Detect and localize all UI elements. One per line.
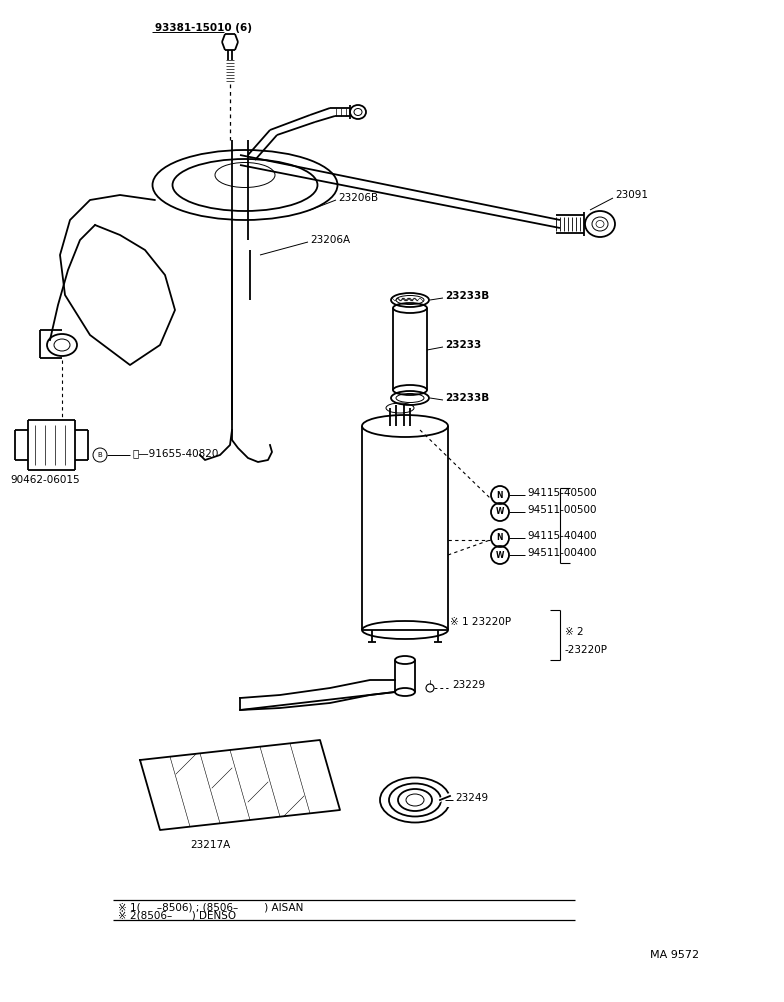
Text: 23233B: 23233B [445,393,489,403]
Text: 90462-06015: 90462-06015 [10,475,80,485]
Text: 94511-00500: 94511-00500 [527,505,597,515]
Text: 23249: 23249 [455,793,488,803]
Text: 23206B: 23206B [338,193,378,203]
Text: 93381-15010 (6): 93381-15010 (6) [155,23,252,33]
Text: 94115-40400: 94115-40400 [527,531,597,541]
Text: MA 9572: MA 9572 [650,950,699,960]
Text: 94511-00400: 94511-00400 [527,548,597,558]
Text: N: N [497,533,503,542]
Text: Ⓑ—91655-40820: Ⓑ—91655-40820 [133,448,220,458]
Text: N: N [497,491,503,500]
Text: ※ 2(8506–      ) DENSO: ※ 2(8506– ) DENSO [118,911,236,921]
Text: 23233: 23233 [445,340,481,350]
Text: 23091: 23091 [615,190,648,200]
Text: 23233B: 23233B [445,291,489,301]
Text: ※ 1 23220P: ※ 1 23220P [450,617,511,627]
Text: -23220P: -23220P [565,645,608,655]
Text: 23217A: 23217A [190,840,230,850]
Text: 94115-40500: 94115-40500 [527,488,597,498]
Text: W: W [495,507,504,516]
Text: 23229: 23229 [452,680,485,690]
Text: W: W [495,550,504,559]
Text: B: B [98,452,103,458]
Text: ※ 1(     –8506) ; (8506–        ) AISAN: ※ 1( –8506) ; (8506– ) AISAN [118,903,303,913]
Text: 23206A: 23206A [310,235,350,245]
Text: ※ 2: ※ 2 [565,627,583,637]
